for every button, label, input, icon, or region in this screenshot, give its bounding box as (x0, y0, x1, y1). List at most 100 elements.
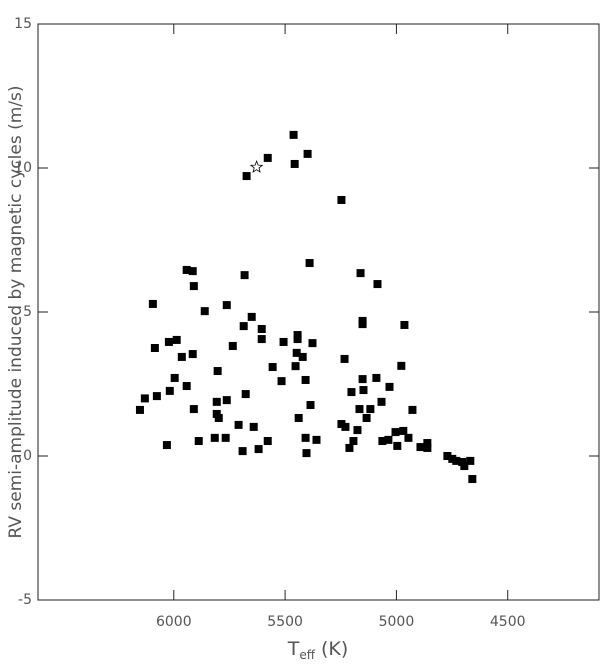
point (347, 388, 356, 397)
point (366, 405, 375, 414)
point (194, 437, 203, 446)
point (188, 350, 197, 359)
point (391, 428, 400, 437)
point (393, 441, 402, 450)
point (241, 390, 250, 399)
point (362, 413, 371, 422)
point (306, 401, 315, 410)
point (340, 354, 349, 363)
point (213, 367, 222, 376)
point (165, 386, 174, 395)
point (188, 267, 197, 276)
point (239, 322, 248, 331)
point (268, 363, 277, 372)
point (234, 420, 243, 429)
point (228, 341, 237, 350)
point (305, 259, 314, 268)
plot-frame (37, 23, 600, 601)
point (135, 405, 144, 414)
point (337, 420, 346, 429)
point (189, 282, 198, 291)
point (468, 475, 477, 484)
point (257, 324, 266, 333)
point (182, 265, 191, 274)
point (164, 337, 173, 346)
point (452, 456, 461, 465)
point (397, 361, 406, 370)
point (302, 449, 311, 458)
x-tick-label: 5000 (379, 614, 415, 630)
point (242, 172, 251, 181)
point (358, 375, 367, 384)
x-label-unit: (K) (321, 638, 348, 660)
y-tick-label: 5 (23, 304, 32, 320)
point (290, 159, 299, 168)
point (400, 320, 409, 329)
point (399, 426, 408, 435)
point (337, 195, 346, 204)
point (212, 397, 221, 406)
point (312, 435, 321, 444)
point (372, 373, 381, 382)
point (289, 130, 298, 139)
point (210, 433, 219, 442)
point (293, 331, 302, 340)
point (458, 458, 467, 467)
point (150, 344, 159, 352)
point (384, 435, 393, 444)
y-tick-label: -5 (18, 592, 32, 608)
point (212, 409, 221, 418)
point (189, 405, 198, 414)
point (254, 445, 263, 454)
point (170, 373, 179, 382)
point (221, 433, 230, 442)
point (373, 280, 382, 289)
point (460, 462, 469, 471)
point (301, 433, 310, 442)
point (257, 335, 266, 344)
point (291, 362, 300, 371)
point (152, 392, 161, 401)
point (443, 452, 452, 460)
y-axis-label: RV semi-amplitude induced by magnetic cy… (6, 85, 26, 538)
y-tick-label: 10 (14, 160, 32, 176)
point (466, 456, 475, 465)
point (423, 439, 432, 448)
point (292, 348, 301, 357)
point (294, 413, 303, 422)
point (341, 422, 350, 431)
point (182, 382, 191, 391)
point (353, 426, 362, 435)
point (214, 413, 223, 422)
point (416, 443, 425, 452)
point (162, 441, 171, 450)
point (263, 153, 272, 162)
point (308, 339, 317, 348)
point (359, 386, 368, 395)
point (385, 382, 394, 391)
point (355, 405, 364, 414)
point (293, 335, 302, 344)
point (200, 307, 209, 316)
point (177, 352, 186, 361)
y-tick-label: 15 (14, 16, 32, 32)
point (279, 337, 288, 346)
x-label-subscript: eff (299, 648, 315, 662)
point (249, 422, 258, 431)
point (247, 312, 256, 321)
point (298, 352, 307, 361)
point (303, 149, 312, 158)
x-tick-label: 4500 (490, 614, 526, 630)
star-point (249, 159, 264, 173)
x-label-symbol: T (287, 638, 300, 660)
point (277, 377, 286, 386)
point (148, 299, 157, 308)
point (356, 269, 365, 278)
y-tick-label: 0 (23, 448, 32, 464)
point (404, 433, 413, 442)
point (349, 437, 358, 446)
point (238, 447, 247, 456)
point (263, 437, 272, 446)
point (378, 437, 387, 446)
